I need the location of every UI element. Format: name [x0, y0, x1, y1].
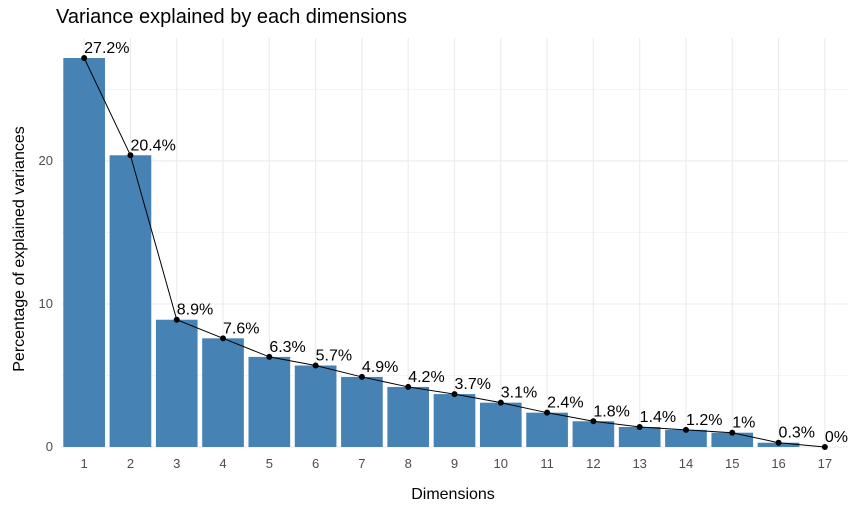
bar-dim-3 — [155, 319, 198, 447]
point-dim-2 — [127, 152, 134, 159]
bars — [63, 58, 800, 447]
x-axis-ticks: 1 2 3 4 5 6 7 8 9 10 11 12 13 14 15 16 17 — [81, 456, 833, 471]
x-tick-label: 3 — [173, 456, 180, 471]
bar-dim-7 — [341, 376, 383, 447]
y-axis-ticks: 0 10 20 — [39, 153, 53, 454]
data-label-dim-14: 1.2% — [686, 412, 722, 429]
bar-dim-11 — [526, 412, 568, 447]
bar-dim-14 — [665, 429, 707, 447]
x-tick-label: 4 — [219, 456, 226, 471]
bar-dim-12 — [572, 421, 615, 447]
y-tick-label: 10 — [39, 296, 53, 311]
point-dim-5 — [266, 353, 273, 360]
data-label-dim-10: 3.1% — [501, 385, 537, 402]
x-tick-label: 14 — [679, 456, 693, 471]
x-tick-label: 2 — [127, 456, 134, 471]
point-dim-6 — [312, 362, 319, 369]
y-axis-title: Percentage of explained variances — [11, 126, 28, 372]
x-axis-title: Dimensions — [411, 486, 495, 503]
data-labels: 27.2% 20.4% 8.9% 7.6% 6.3% 5.7% 4.9% 4.2% 3.7% 3.… — [84, 40, 848, 446]
point-dim-4 — [220, 335, 227, 342]
data-label-dim-13: 1.4% — [640, 409, 676, 426]
data-label-dim-11: 2.4% — [547, 395, 583, 412]
x-tick-label: 7 — [358, 456, 365, 471]
bar-dim-5 — [248, 356, 291, 447]
bar-dim-4 — [202, 338, 244, 447]
x-tick-label: 8 — [405, 456, 412, 471]
bar-dim-13 — [618, 426, 661, 447]
point-dim-13 — [636, 423, 643, 430]
x-tick-label: 13 — [632, 456, 646, 471]
bar-dim-8 — [387, 386, 430, 447]
bar-dim-2 — [109, 155, 152, 447]
bar-dim-6 — [294, 365, 337, 447]
x-tick-label: 12 — [586, 456, 600, 471]
data-label-dim-12: 1.8% — [593, 403, 629, 420]
bar-dim-10 — [479, 402, 522, 447]
x-tick-label: 6 — [312, 456, 319, 471]
point-dim-12 — [590, 418, 597, 425]
data-label-dim-7: 4.9% — [362, 359, 398, 376]
point-dim-7 — [358, 373, 365, 380]
data-label-dim-1: 27.2% — [84, 40, 129, 57]
y-tick-label: 0 — [46, 439, 53, 454]
data-label-dim-2: 20.4% — [130, 137, 175, 154]
point-dim-11 — [544, 409, 551, 416]
point-dim-17 — [821, 444, 828, 450]
x-tick-label: 9 — [451, 456, 458, 471]
data-label-dim-4: 7.6% — [223, 320, 259, 337]
point-dim-10 — [497, 399, 504, 406]
x-tick-label: 17 — [818, 456, 832, 471]
data-label-dim-3: 8.9% — [177, 302, 213, 319]
points — [81, 55, 828, 450]
bar-dim-9 — [433, 394, 476, 447]
point-dim-14 — [682, 426, 689, 433]
data-label-dim-16: 0.3% — [779, 425, 815, 442]
point-dim-9 — [451, 391, 458, 398]
point-dim-1 — [81, 55, 88, 62]
data-label-dim-15: 1% — [732, 415, 755, 432]
point-dim-15 — [729, 429, 736, 436]
x-tick-label: 15 — [725, 456, 739, 471]
point-dim-3 — [173, 316, 180, 323]
point-dim-8 — [405, 383, 412, 390]
x-tick-label: 16 — [771, 456, 785, 471]
x-tick-label: 11 — [540, 456, 554, 471]
data-label-dim-17: 0% — [825, 429, 848, 446]
y-tick-label: 20 — [39, 153, 53, 168]
x-tick-label: 5 — [266, 456, 273, 471]
x-tick-label: 1 — [81, 456, 88, 471]
bar-dim-15 — [711, 432, 754, 447]
data-label-dim-9: 3.7% — [455, 376, 491, 393]
data-label-dim-5: 6.3% — [269, 339, 305, 356]
x-tick-label: 10 — [494, 456, 508, 471]
data-label-dim-6: 5.7% — [316, 347, 352, 364]
point-dim-16 — [775, 439, 782, 446]
bar-dim-1 — [63, 58, 105, 447]
data-label-dim-8: 4.2% — [408, 369, 444, 386]
chart-title: Variance explained by each dimensions — [56, 6, 407, 28]
